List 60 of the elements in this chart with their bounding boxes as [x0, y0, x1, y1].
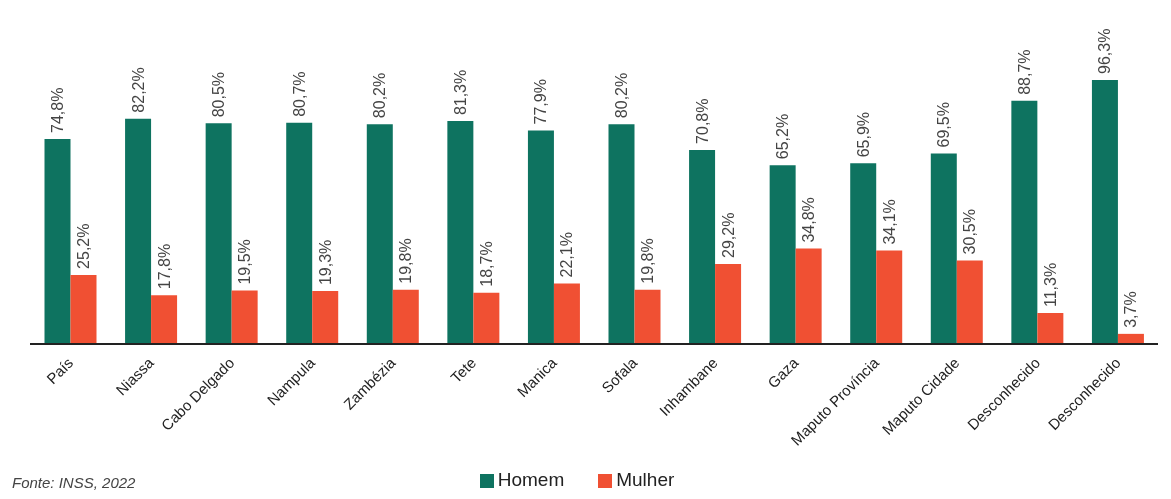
data-label: 19,8%: [639, 238, 656, 284]
bar: [392, 289, 419, 344]
data-label: 11,3%: [1041, 262, 1059, 308]
data-label: 81,3%: [451, 69, 469, 116]
source-note: Fonte: INSS, 2022: [12, 474, 136, 491]
data-label: 34,8%: [800, 197, 818, 243]
x-tick-label: País: [43, 353, 77, 388]
bar: [44, 138, 71, 344]
bar: [795, 248, 822, 344]
bar: [1037, 313, 1064, 344]
data-label: 80,7%: [290, 71, 308, 117]
bar: [876, 250, 903, 344]
data-label: 80,5%: [210, 71, 228, 118]
data-label: 25,2%: [75, 223, 92, 269]
data-label: 65,9%: [854, 111, 872, 158]
data-label: 65,2%: [774, 113, 792, 160]
data-label: 96,3%: [1096, 28, 1114, 74]
bar: [608, 124, 635, 344]
data-label: 19,5%: [236, 239, 254, 285]
bar: [769, 165, 796, 344]
data-label: 80,2%: [613, 72, 630, 119]
bar: [312, 291, 339, 344]
data-label: 19,8%: [397, 238, 415, 284]
data-label: 69,5%: [935, 102, 953, 148]
bar: [1011, 100, 1038, 344]
data-label: 34,1%: [880, 199, 898, 245]
bar: [634, 289, 661, 344]
bar: [70, 274, 97, 344]
bar: [1091, 80, 1118, 344]
bar: [715, 263, 742, 344]
bar: [231, 290, 258, 344]
data-label: 80,2%: [371, 72, 389, 119]
data-label: 30,5%: [961, 209, 979, 255]
bar: [125, 118, 152, 344]
x-tick-label: Tete: [447, 353, 480, 387]
bar: [930, 153, 957, 344]
data-label: 74,8%: [49, 87, 66, 133]
data-label: 82,2%: [129, 67, 147, 113]
data-label: 22,1%: [558, 232, 576, 278]
data-label: 3,7%: [1122, 291, 1140, 328]
data-label: 70,8%: [693, 98, 711, 144]
bar: [553, 283, 580, 344]
data-label: 29,2%: [719, 212, 737, 258]
bar: [473, 292, 500, 344]
bar: [447, 121, 474, 344]
bar: [956, 260, 983, 344]
bar: [527, 130, 554, 344]
data-label: 17,8%: [155, 243, 173, 290]
bar: [366, 124, 393, 344]
data-label: 19,3%: [316, 239, 334, 286]
data-label: 88,7%: [1015, 49, 1033, 95]
data-label: 18,7%: [477, 241, 495, 287]
legend-label: Homem: [497, 469, 565, 490]
bar: [286, 122, 313, 344]
bar: [205, 123, 232, 344]
bar: [850, 163, 877, 344]
data-label: 77,9%: [532, 79, 550, 125]
bar: [689, 149, 716, 344]
bar: [151, 295, 178, 344]
legend-label: Mulher: [616, 469, 675, 490]
